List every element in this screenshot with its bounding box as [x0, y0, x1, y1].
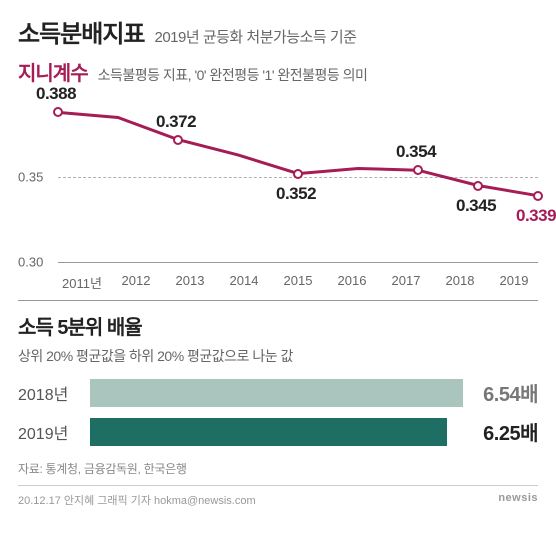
- quintile-value: 6.54배: [483, 378, 538, 407]
- quintile-bar-track: [90, 379, 463, 407]
- quintile-section: 소득 5분위 배율 상위 20% 평균값을 하위 20% 평균값으로 나눈 값 …: [18, 311, 538, 446]
- footer: 20.12.17 안지혜 그래픽 기자 hokma@newsis.com new…: [18, 485, 538, 508]
- main-title: 소득분배지표: [18, 14, 144, 49]
- gini-value-label: 0.388: [36, 84, 76, 104]
- gini-point: [173, 135, 183, 145]
- x-tick-label: 2013: [166, 273, 214, 292]
- main-subtitle: 2019년 균등화 처분가능소득 기준: [154, 26, 356, 47]
- gini-value-label: 0.339: [516, 206, 556, 226]
- gini-point: [413, 165, 423, 175]
- quintile-bar-fill: [90, 379, 463, 407]
- quintile-title: 소득 5분위 배율: [18, 311, 538, 340]
- x-tick-label: 2012: [112, 273, 160, 292]
- infographic-root: 소득분배지표 2019년 균등화 처분가능소득 기준 지니계수 소득불평등 지표…: [0, 0, 556, 516]
- source-text: 자료: 통계청, 금융감독원, 한국은행: [18, 460, 538, 477]
- quintile-desc: 상위 20% 평균값을 하위 20% 평균값으로 나눈 값: [18, 346, 538, 366]
- quintile-bar-track: [90, 418, 463, 446]
- x-tick-label: 2018: [436, 273, 484, 292]
- gini-value-label: 0.352: [276, 184, 316, 204]
- y-tick-label: 0.35: [18, 170, 43, 185]
- gini-plot: 0.3880.3720.3520.3540.3450.339: [58, 92, 538, 262]
- gini-value-label: 0.354: [396, 142, 436, 162]
- gini-chart: 0.350.30 0.3880.3720.3520.3540.3450.339 …: [18, 92, 538, 292]
- gini-point: [473, 181, 483, 191]
- quintile-bar-row: 2019년 6.25배: [18, 417, 538, 446]
- gini-header: 지니계수 소득불평등 지표, '0' 완전평등 '1' 완전불평등 의미: [18, 57, 538, 86]
- x-tick-label: 2015: [274, 273, 322, 292]
- quintile-bar-fill: [90, 418, 447, 446]
- x-tick-label: 2011년: [58, 273, 106, 292]
- gini-point: [533, 191, 543, 201]
- x-tick-label: 2017: [382, 273, 430, 292]
- gini-desc: 소득불평등 지표, '0' 완전평등 '1' 완전불평등 의미: [98, 65, 368, 85]
- title-row: 소득분배지표 2019년 균등화 처분가능소득 기준: [18, 14, 538, 49]
- quintile-value: 6.25배: [483, 417, 538, 446]
- gini-point: [53, 107, 63, 117]
- gini-x-axis: 2011년 2012 2013 2014 2015 2016 2017 2018 2019: [58, 273, 538, 292]
- gini-value-label: 0.372: [156, 112, 196, 132]
- section-divider: [18, 300, 538, 301]
- quintile-year: 2019년: [18, 420, 78, 444]
- gini-point: [293, 169, 303, 179]
- quintile-year: 2018년: [18, 381, 78, 405]
- x-tick-label: 2019: [490, 273, 538, 292]
- footer-logo: newsis: [498, 492, 538, 508]
- gini-label: 지니계수: [18, 57, 88, 86]
- y-gridline: [58, 262, 538, 263]
- x-tick-label: 2016: [328, 273, 376, 292]
- y-tick-label: 0.30: [18, 255, 43, 270]
- quintile-bar-row: 2018년 6.54배: [18, 378, 538, 407]
- gini-value-label: 0.345: [456, 196, 496, 216]
- footer-credit: 20.12.17 안지혜 그래픽 기자 hokma@newsis.com: [18, 492, 256, 508]
- x-tick-label: 2014: [220, 273, 268, 292]
